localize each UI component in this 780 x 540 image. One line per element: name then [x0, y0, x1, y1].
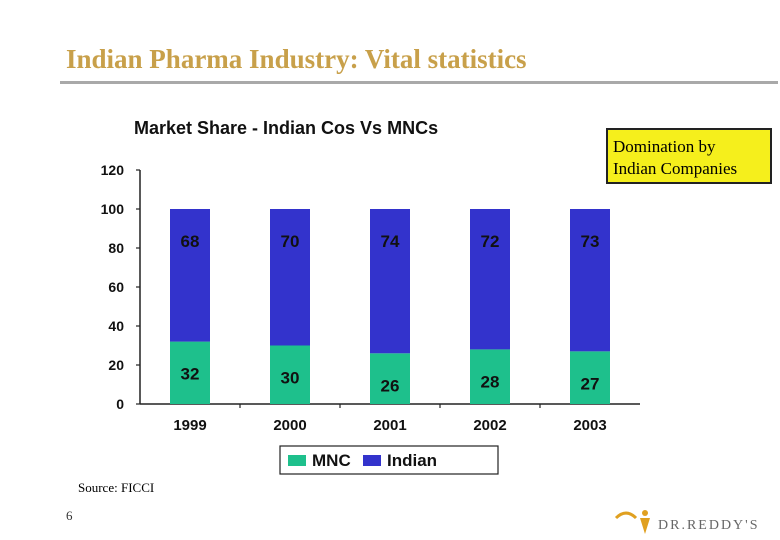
x-tick-label: 2000: [273, 417, 306, 434]
bar-mnc-2002: [470, 349, 510, 404]
source-note: Source: FICCI: [78, 480, 155, 495]
bar-indian-1999: [170, 209, 210, 342]
bar-indian-2000: [270, 209, 310, 346]
x-tick-label: 2001: [373, 417, 406, 434]
data-label-indian-2001: 74: [381, 232, 400, 251]
bar-indian-2001: [370, 209, 410, 354]
chart-axes: 0 20 40 60 80 100 120 1999 2000 2001 2002 2003: [101, 162, 640, 434]
bar-indian-2002: [470, 209, 510, 350]
data-label-mnc-2003: 27: [581, 374, 600, 393]
data-label-indian-2000: 70: [281, 232, 300, 251]
title-divider: [60, 81, 778, 84]
data-label-indian-1999: 68: [181, 232, 200, 251]
data-label-mnc-2000: 30: [281, 369, 300, 388]
legend-swatch-mnc: [288, 455, 306, 466]
y-tick-label: 0: [116, 396, 124, 412]
callout-line-1: Domination by: [613, 137, 716, 156]
legend-swatch-indian: [363, 455, 381, 466]
chart-legend: MNC Indian: [279, 445, 499, 475]
bar-mnc-2001: [370, 353, 410, 404]
page-number: 6: [66, 508, 73, 523]
chart-bars: 32 68 30 70 26 74 28 72 27 73: [170, 209, 610, 404]
x-tick-label: 2003: [573, 417, 606, 434]
data-label-mnc-1999: 32: [181, 365, 200, 384]
y-tick-label: 80: [108, 240, 124, 256]
chart-title: Market Share - Indian Cos Vs MNCs: [134, 118, 438, 138]
dr-reddys-logo: DR.REDDY'S: [614, 510, 759, 534]
data-label-indian-2003: 73: [581, 232, 600, 251]
bar-mnc-2000: [270, 345, 310, 404]
bar-mnc-1999: [170, 341, 210, 404]
y-tick-label: 100: [101, 201, 125, 217]
data-label-mnc-2001: 26: [381, 376, 400, 395]
x-tick-label: 1999: [173, 417, 206, 434]
x-tick-label: 2002: [473, 417, 506, 434]
callout-box: Domination by Indian Companies: [606, 128, 772, 184]
y-tick-label: 60: [108, 279, 124, 295]
data-label-mnc-2002: 28: [481, 372, 500, 391]
logo-mark-icon: [614, 510, 650, 534]
legend-label-indian: Indian: [387, 451, 437, 470]
slide-title: Indian Pharma Industry: Vital statistics: [66, 44, 527, 74]
y-tick-label: 40: [108, 318, 124, 334]
y-tick-label: 20: [108, 357, 124, 373]
callout-line-2: Indian Companies: [613, 159, 738, 178]
y-tick-label: 120: [101, 162, 125, 178]
legend-box: [279, 445, 499, 475]
data-label-indian-2002: 72: [481, 232, 500, 251]
bar-mnc-2003: [570, 351, 610, 404]
logo-text: DR.REDDY'S: [658, 518, 759, 533]
legend-label-mnc: MNC: [312, 451, 351, 470]
bar-indian-2003: [570, 209, 610, 352]
